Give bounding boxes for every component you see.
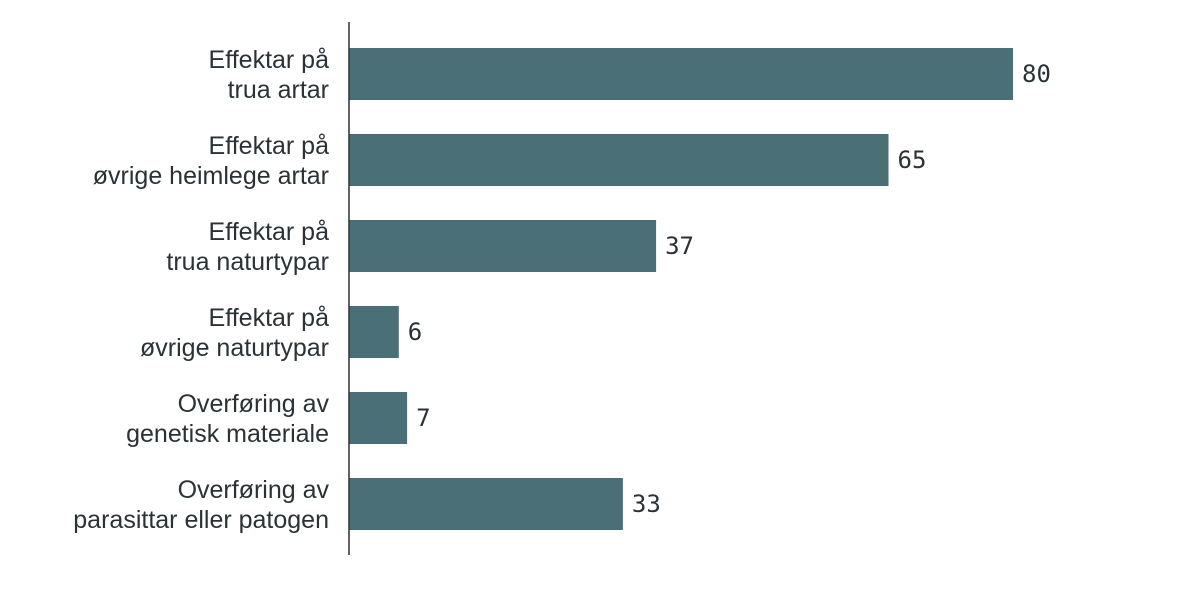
category-label: Overføring av [178, 390, 330, 418]
category-label: Effektar på [209, 304, 330, 332]
bar [349, 134, 889, 186]
category-label: øvrige naturtypar [140, 334, 329, 362]
bar [349, 48, 1013, 100]
data-label: 6 [408, 318, 422, 346]
bar [349, 478, 623, 530]
category-label: Effektar på [209, 46, 330, 74]
category-label: trua naturtypar [166, 248, 329, 276]
category-label: parasittar eller patogen [73, 506, 329, 534]
category-label: trua artar [228, 76, 329, 104]
data-label: 80 [1022, 60, 1051, 88]
category-label: Effektar på [209, 132, 330, 160]
category-label: genetisk materiale [126, 420, 329, 448]
category-label: Effektar på [209, 218, 330, 246]
data-label: 33 [632, 490, 661, 518]
category-label: Overføring av [178, 476, 330, 504]
data-label: 7 [416, 404, 430, 432]
category-label: øvrige heimlege artar [93, 162, 329, 190]
bar [349, 220, 657, 272]
bar [349, 306, 399, 358]
data-label: 65 [898, 146, 927, 174]
data-label: 37 [665, 232, 694, 260]
bar [349, 392, 408, 444]
